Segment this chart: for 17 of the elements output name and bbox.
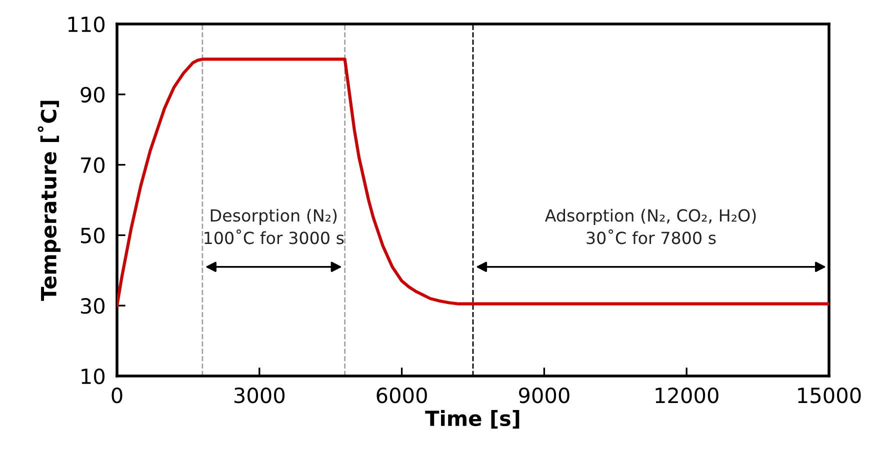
line-series	[117, 58, 829, 308]
x-tick-label: 0	[112, 387, 122, 404]
x-tick-label: 3000	[234, 387, 285, 404]
y-tick-label: 110	[68, 16, 105, 32]
y-axis-title: Temperature [˚C]	[38, 100, 61, 301]
y-tick-label: 90	[80, 86, 105, 103]
x-tick-label: 15000	[798, 387, 861, 404]
y-tick-label: 30	[80, 298, 105, 314]
annotation: Desorption (N₂) 100˚C for 3000 s	[204, 208, 344, 244]
y-tick-label: 50	[80, 228, 105, 244]
annotation: Adsorption (N₂, CO₂, H₂O) 30˚C for 7800 s	[544, 208, 756, 244]
y-tick-label: 10	[82, 368, 105, 384]
x-tick-label: 12000	[656, 387, 718, 404]
x-tick-label: 6000	[376, 387, 427, 404]
x-tick-label: 9000	[519, 387, 570, 404]
y-tick-label: 70	[81, 157, 105, 174]
x-axis-title: Time [s]	[425, 410, 520, 429]
